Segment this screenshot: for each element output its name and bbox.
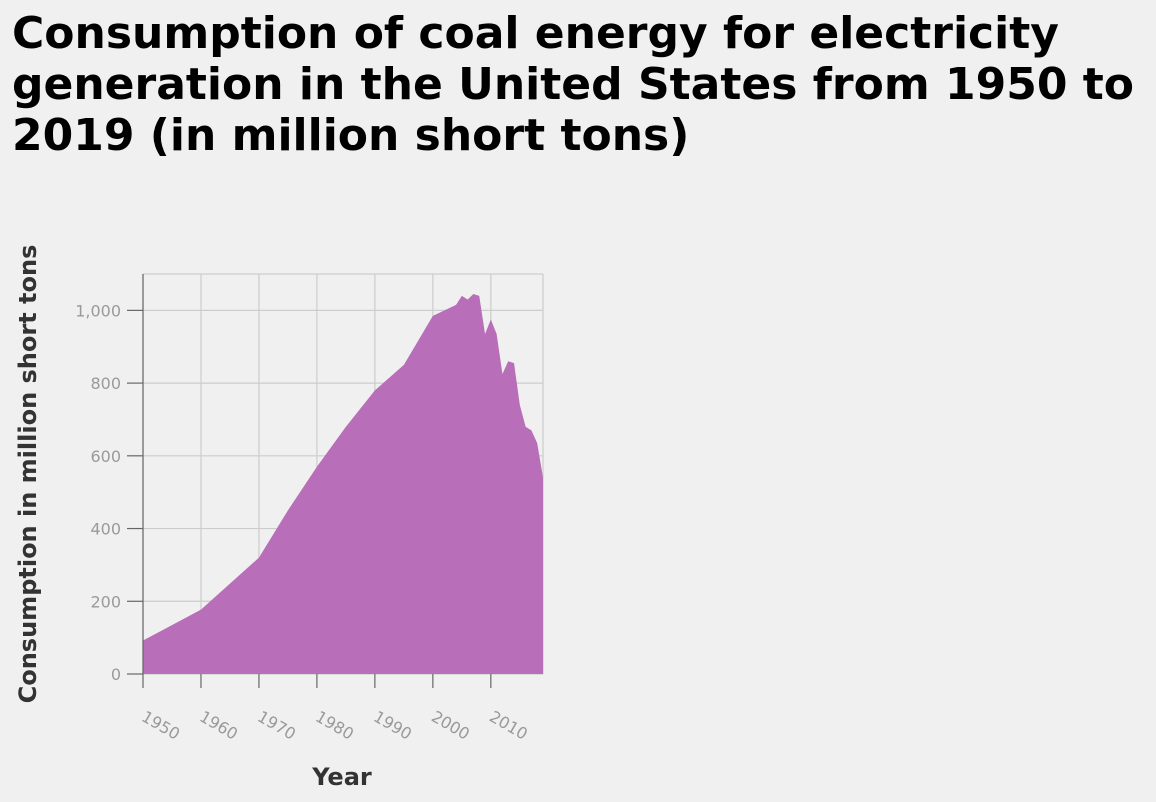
- y-tick-label: 600: [90, 447, 121, 466]
- x-tick-label: 2010: [486, 707, 531, 744]
- y-tick-label: 800: [90, 374, 121, 393]
- chart-title: Consumption of coal energy for electrici…: [12, 8, 1135, 161]
- x-tick-label: 1980: [312, 707, 357, 744]
- y-axis: 0 200 400 600 800 1,000: [75, 274, 144, 684]
- x-tick-label: 1950: [138, 707, 183, 744]
- y-tick-label: 0: [111, 665, 121, 684]
- x-axis-title: Year: [311, 763, 372, 791]
- x-axis: 1950 1960 1970 1980 1990 2000 2010: [138, 674, 531, 744]
- x-tick-label: 2000: [428, 707, 473, 744]
- y-tick-label: 1,000: [75, 301, 121, 320]
- area-series-fill: [143, 294, 543, 674]
- y-axis-title: Consumption in million short tons: [14, 245, 42, 704]
- x-tick-label: 1960: [196, 707, 241, 744]
- x-tick-label: 1970: [254, 707, 299, 744]
- x-tick-label: 1990: [370, 707, 415, 744]
- y-tick-label: 400: [90, 520, 121, 539]
- y-tick-label: 200: [90, 592, 121, 611]
- series-area: [143, 294, 543, 674]
